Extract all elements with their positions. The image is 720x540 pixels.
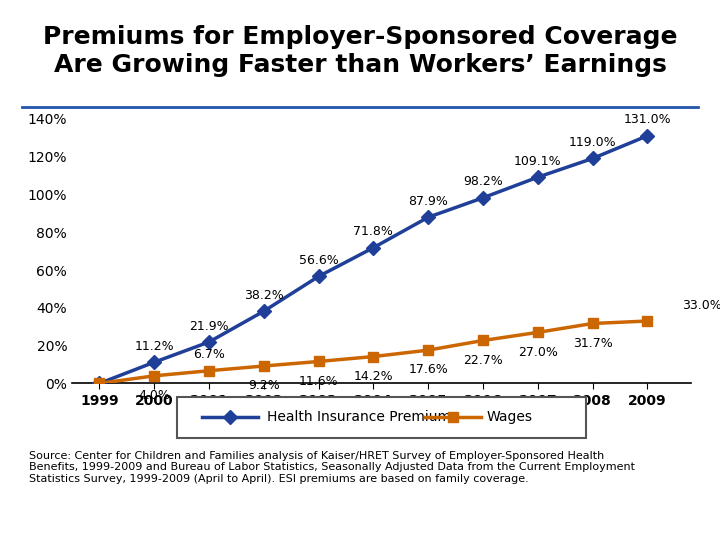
Text: 17.6%: 17.6%: [408, 363, 448, 376]
Wages: [150, 373, 158, 379]
Health Insurance Premiums: [259, 308, 268, 314]
Wages: [314, 358, 323, 365]
Wages: [95, 380, 104, 387]
Text: 14.2%: 14.2%: [354, 370, 393, 383]
Text: 38.2%: 38.2%: [244, 289, 284, 302]
Health Insurance Premiums: [95, 380, 104, 387]
Wages: [534, 329, 542, 335]
Health Insurance Premiums: [479, 194, 487, 201]
Text: 4.0%: 4.0%: [138, 389, 170, 402]
Wages: [643, 318, 652, 324]
FancyBboxPatch shape: [177, 397, 586, 438]
Line: Health Insurance Premiums: Health Insurance Premiums: [94, 131, 652, 388]
Line: Wages: Wages: [94, 316, 652, 388]
Health Insurance Premiums: [369, 245, 378, 251]
Wages: [588, 320, 597, 327]
Text: 6.7%: 6.7%: [193, 348, 225, 361]
Text: 27.0%: 27.0%: [518, 346, 558, 359]
Text: Premiums for Employer-Sponsored Coverage
Are Growing Faster than Workers’ Earnin: Premiums for Employer-Sponsored Coverage…: [42, 25, 678, 77]
Text: 87.9%: 87.9%: [408, 195, 448, 208]
Text: 71.8%: 71.8%: [354, 225, 393, 238]
Text: 21.9%: 21.9%: [189, 320, 229, 333]
Health Insurance Premiums: [314, 273, 323, 280]
Text: 33.0%: 33.0%: [683, 299, 720, 312]
Health Insurance Premiums: [150, 359, 158, 366]
Text: 98.2%: 98.2%: [463, 176, 503, 188]
Health Insurance Premiums: [204, 339, 213, 345]
Health Insurance Premiums: [643, 132, 652, 139]
Text: Health Insurance Premiums: Health Insurance Premiums: [267, 410, 458, 424]
Wages: [424, 347, 433, 353]
Text: Source: Center for Children and Families analysis of Kaiser/HRET Survey of Emplo: Source: Center for Children and Families…: [29, 451, 635, 484]
Text: 11.2%: 11.2%: [135, 340, 174, 353]
Wages: [259, 363, 268, 369]
Health Insurance Premiums: [588, 156, 597, 162]
Text: 119.0%: 119.0%: [569, 136, 616, 149]
Wages: [204, 368, 213, 374]
Wages: [369, 353, 378, 360]
Text: 131.0%: 131.0%: [624, 113, 671, 126]
Text: 31.7%: 31.7%: [572, 337, 613, 350]
Text: 22.7%: 22.7%: [463, 354, 503, 367]
Text: 11.6%: 11.6%: [299, 375, 338, 388]
Text: 109.1%: 109.1%: [514, 155, 562, 168]
Health Insurance Premiums: [424, 214, 433, 220]
Text: 56.6%: 56.6%: [299, 254, 338, 267]
Health Insurance Premiums: [534, 174, 542, 180]
Text: 9.2%: 9.2%: [248, 379, 279, 392]
Text: Wages: Wages: [487, 410, 533, 424]
Wages: [479, 338, 487, 344]
